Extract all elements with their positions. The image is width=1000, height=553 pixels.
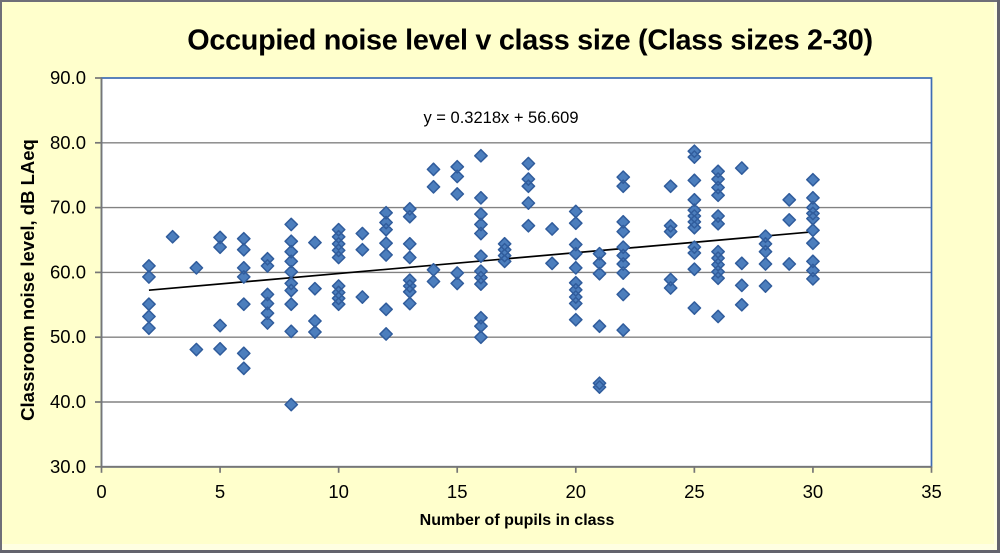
svg-text:50.0: 50.0 [50,326,86,347]
svg-text:25: 25 [684,481,705,502]
svg-text:10: 10 [328,481,349,502]
svg-text:60.0: 60.0 [50,261,86,282]
svg-text:15: 15 [447,481,468,502]
svg-text:35: 35 [921,481,942,502]
svg-text:70.0: 70.0 [50,197,86,218]
svg-text:Number of pupils in class: Number of pupils in class [420,512,615,529]
svg-text:Classroom noise level, dB LAeq: Classroom noise level, dB LAeq [17,139,38,421]
svg-text:40.0: 40.0 [50,391,86,412]
svg-text:90.0: 90.0 [50,67,86,88]
svg-text:Occupied noise level v class s: Occupied noise level v class size (Class… [187,25,873,57]
svg-text:y = 0.3218x + 56.609: y = 0.3218x + 56.609 [423,109,578,127]
svg-text:0: 0 [96,481,106,502]
svg-text:30: 30 [803,481,824,502]
svg-text:30.0: 30.0 [50,456,86,477]
svg-text:20: 20 [566,481,587,502]
svg-text:80.0: 80.0 [50,132,86,153]
svg-text:5: 5 [215,481,225,502]
